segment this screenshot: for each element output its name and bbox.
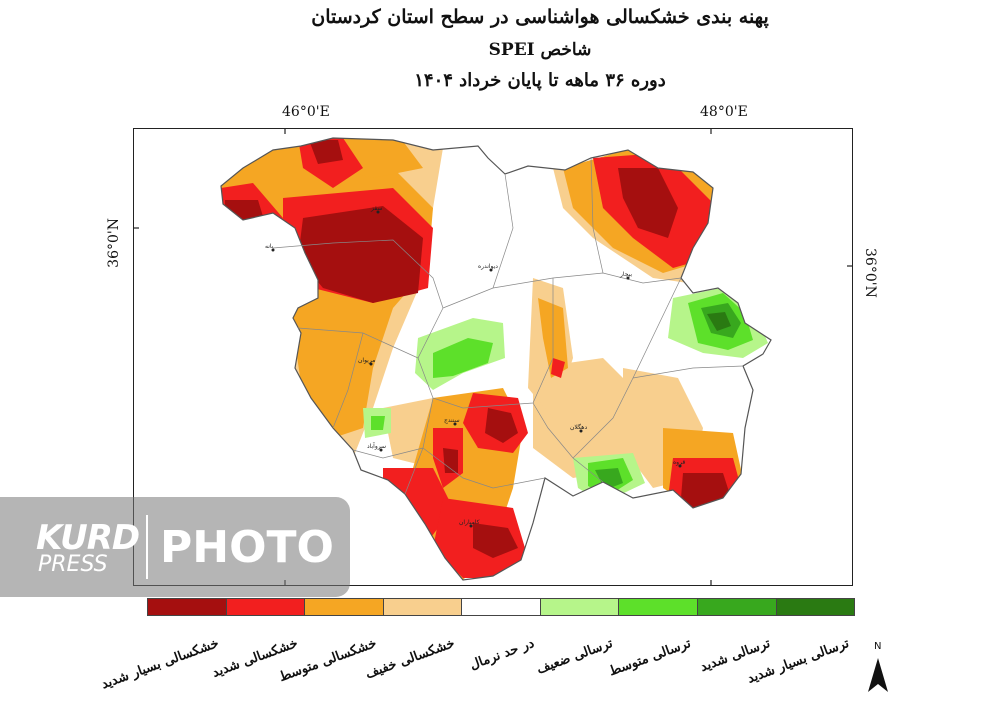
city-baneh-label: بانه [265,243,274,250]
latitude-left-label: 36°0'N [106,218,122,268]
legend-label: ترسالی متوسط [607,636,694,680]
city-sarvabad-label: سروآباد [367,441,386,450]
legend-swatch [305,599,384,615]
watermark-separator [146,515,148,579]
legend-swatch [383,599,463,615]
longitude-46-label: 46°0'E [282,104,330,120]
city-sanandaj-label: سنندج [444,417,460,424]
watermark-banner [0,497,350,597]
legend-swatch [462,599,541,615]
longitude-48-label: 48°0'E [700,104,748,120]
legend-colorbar [147,598,855,616]
drought-map: سقز بانه دیواندره بیجار مریوان سنندج دهگ… [133,128,853,586]
north-label: N [874,641,882,652]
map-subtitle-index: شاخص SPEI [488,40,592,60]
north-arrow-icon [868,658,888,692]
latitude-right-label: 36°0'N [862,248,878,298]
city-labels: سقز بانه دیواندره بیجار مریوان سنندج دهگ… [265,205,685,528]
watermark-kurd-text: KURD [36,518,140,558]
city-kamyaran-label: کامیاران [459,519,480,526]
map-title: پهنه بندی خشکسالی هواشناسی در سطح استان … [311,6,769,28]
legend-swatch [148,599,227,615]
legend-swatch [540,599,620,615]
map-subtitle-period: دوره ۳۶ ماهه تا پایان خرداد ۱۴۰۴ [414,70,666,91]
city-dehgolan-label: دهگلان [570,423,587,431]
city-qorveh-label: قروه [673,459,685,466]
legend-swatch [619,599,698,615]
city-saqqez-label: سقز [370,205,382,212]
watermark-photo-text: PHOTO [160,522,334,573]
legend-label: خشکسالی بسیار شدید [99,636,222,693]
legend-swatch [697,599,777,615]
watermark-press-text: PRESS [38,552,108,577]
legend-label: ترسالی ضعیف [534,636,615,678]
legend-label: خشکسالی خفیف [363,636,458,683]
legend-swatch [226,599,306,615]
legend-label: در حد نرمال [468,636,537,674]
city-marivan-label: مریوان [358,357,375,364]
city-bijar-label: بیجار [619,271,632,278]
legend-swatch [776,599,855,615]
city-divandarreh-label: دیواندره [478,263,498,270]
